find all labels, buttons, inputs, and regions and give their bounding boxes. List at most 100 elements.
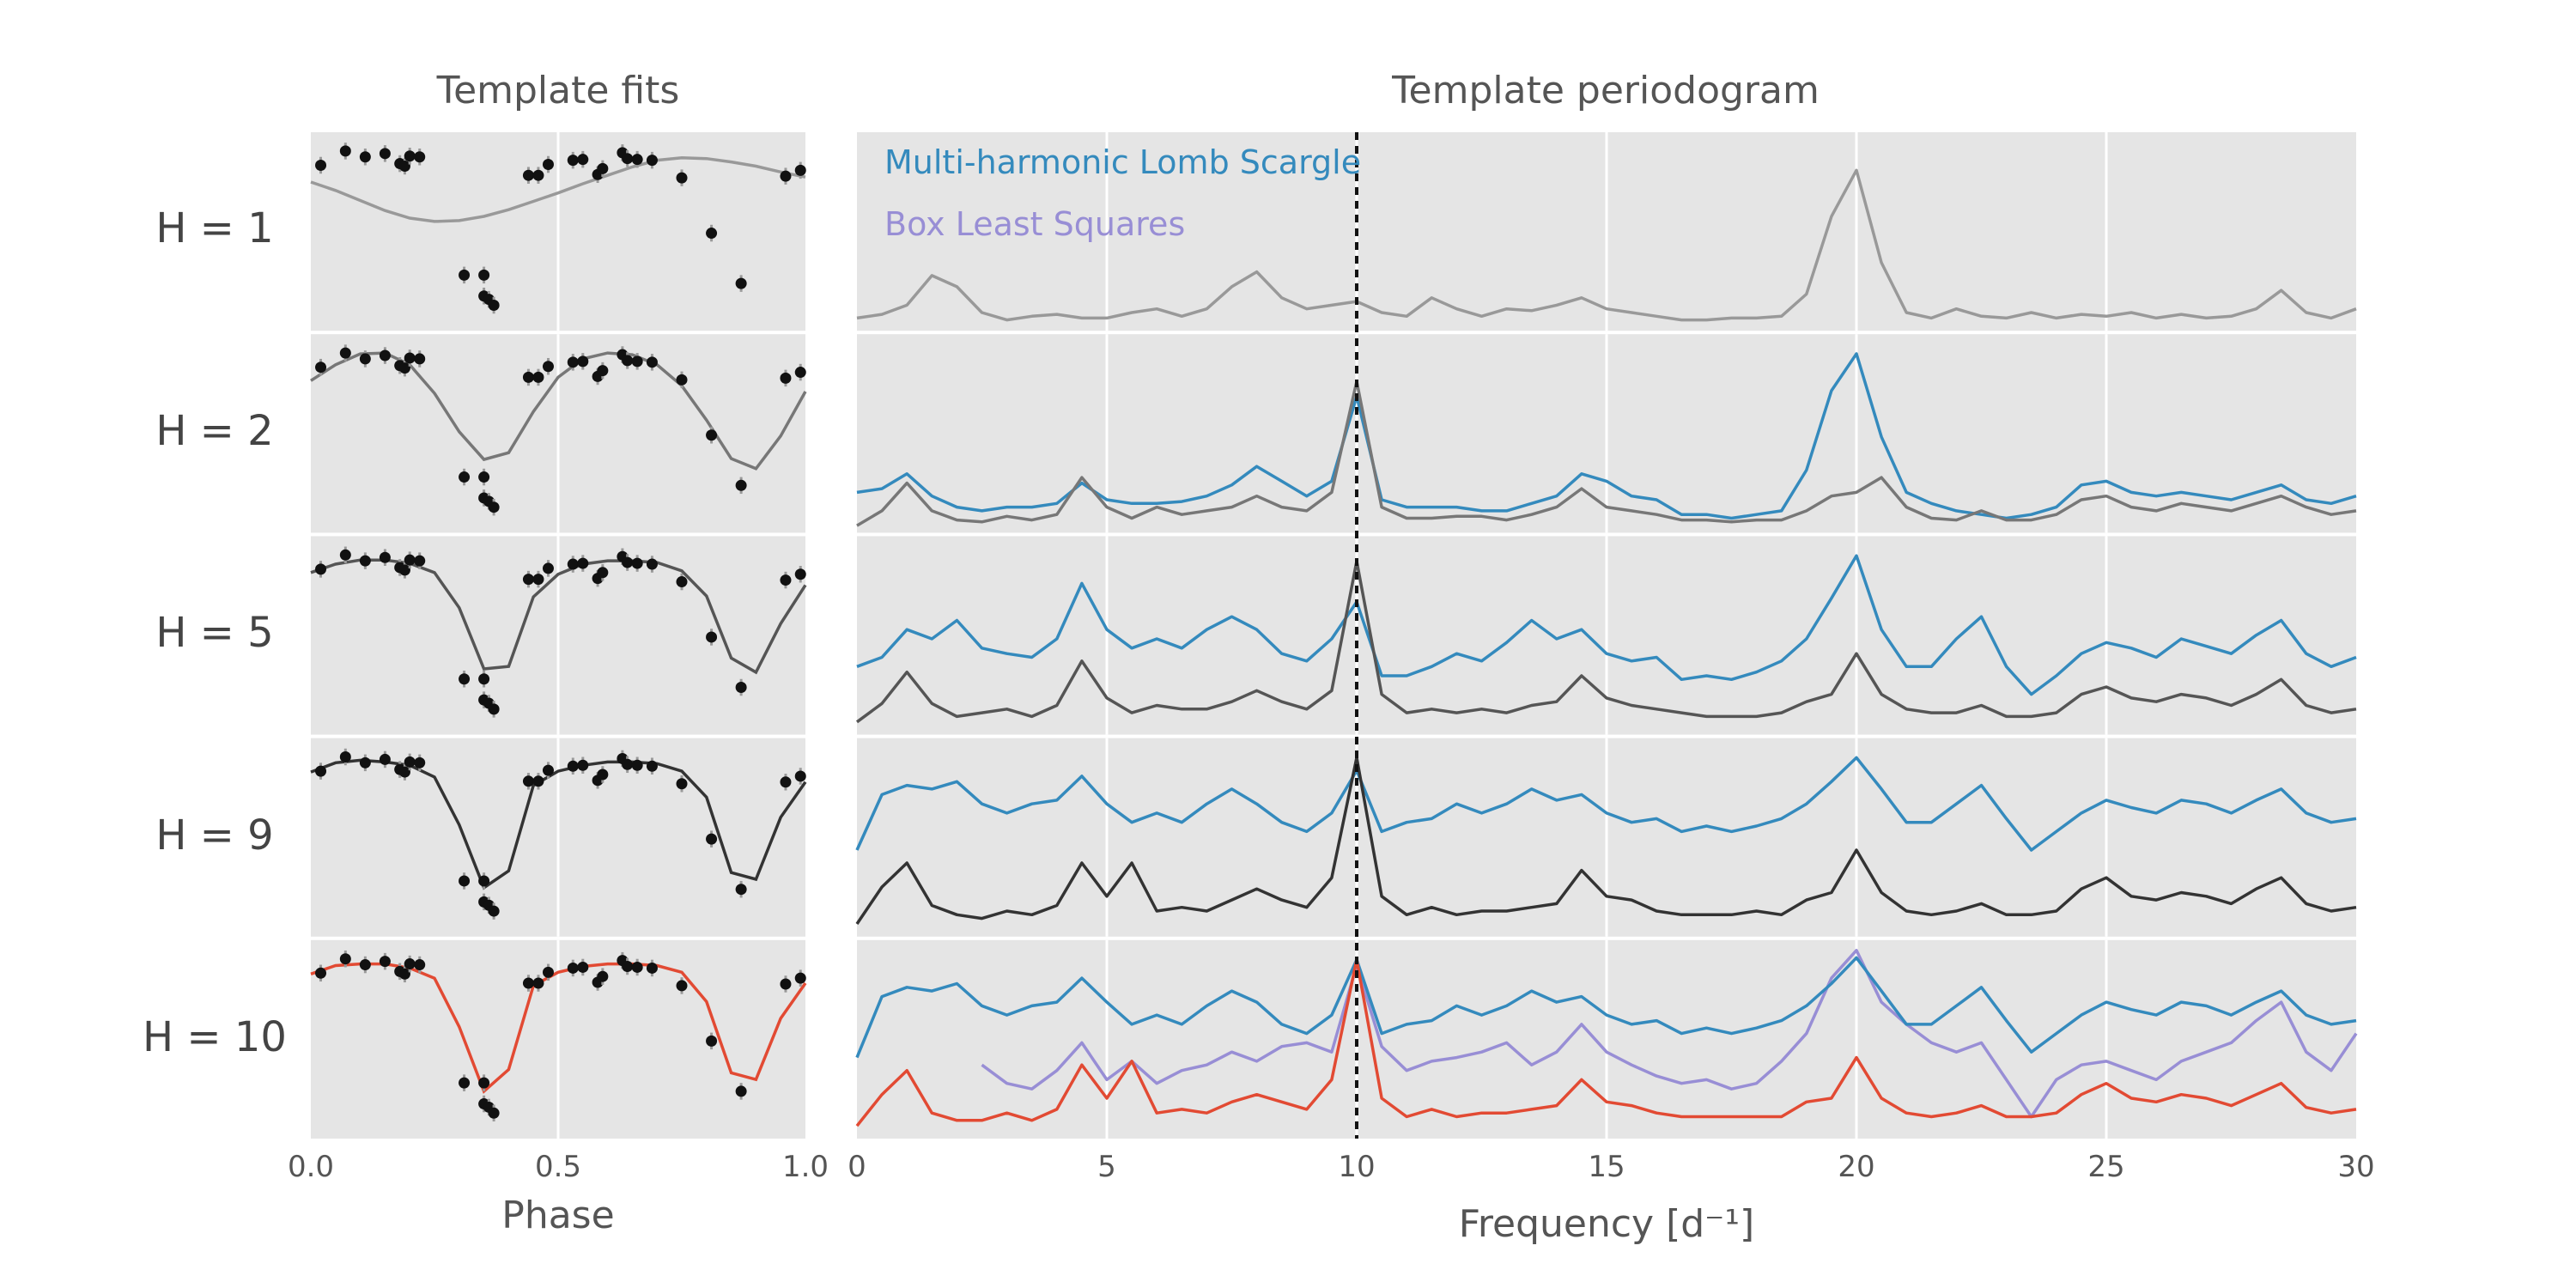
- data-point: [597, 970, 609, 982]
- data-point: [532, 775, 544, 787]
- data-point: [794, 164, 806, 176]
- data-point: [676, 778, 688, 790]
- data-point: [359, 756, 371, 769]
- data-point: [414, 555, 426, 567]
- data-point: [780, 978, 792, 990]
- data-point: [567, 558, 579, 570]
- data-point: [646, 760, 658, 772]
- periodogram-x-tick: 15: [1588, 1150, 1625, 1184]
- fit-curve: [310, 351, 807, 471]
- data-point: [577, 355, 589, 368]
- fit-curve: [310, 558, 807, 675]
- data-point: [339, 549, 351, 561]
- data-point: [735, 1085, 747, 1097]
- data-point: [339, 145, 351, 157]
- data-point: [542, 764, 554, 776]
- data-point: [488, 501, 500, 513]
- data-point: [379, 349, 391, 361]
- data-point: [780, 776, 792, 788]
- fits-x-axis-label: Phase: [501, 1194, 614, 1237]
- data-point: [404, 150, 416, 162]
- data-point: [522, 775, 534, 787]
- data-point: [478, 269, 490, 281]
- row-label-h2: H = 2: [155, 407, 273, 455]
- data-point: [414, 353, 426, 365]
- row-label-h5: H = 5: [155, 609, 273, 657]
- data-point: [646, 962, 658, 974]
- data-point: [542, 361, 554, 373]
- data-point: [794, 972, 806, 984]
- data-point: [522, 574, 534, 586]
- fits-panel-title: Template fits: [436, 69, 680, 112]
- data-point: [459, 673, 471, 685]
- data-point: [532, 169, 544, 181]
- row-label-h9: H = 9: [155, 811, 273, 860]
- data-point: [459, 875, 471, 887]
- data-point: [622, 153, 634, 165]
- data-point: [459, 1077, 471, 1089]
- data-point: [577, 557, 589, 569]
- fits-x-tick: 0.5: [535, 1150, 581, 1184]
- periodogram-panel: [855, 132, 2358, 1139]
- data-point: [542, 966, 554, 978]
- data-point: [414, 756, 426, 769]
- data-point: [622, 355, 634, 367]
- data-point: [315, 967, 327, 979]
- row-label-h10: H = 10: [143, 1013, 287, 1061]
- periodogram-panel-title: Template periodogram: [1391, 69, 1820, 112]
- data-point: [379, 956, 391, 968]
- data-point: [706, 631, 718, 643]
- data-point: [706, 833, 718, 845]
- periodogram-x-ticks: 0 5 10 15 20 25 30: [848, 1150, 2374, 1184]
- data-point: [780, 170, 792, 182]
- data-point: [631, 557, 643, 569]
- template-periodogram-line: [856, 380, 2357, 527]
- fits-x-tick: 1.0: [782, 1150, 829, 1184]
- fits-x-ticks: 0.0 0.5 1.0: [288, 1150, 829, 1184]
- periodogram-x-tick: 30: [2337, 1150, 2374, 1184]
- data-point: [622, 960, 634, 972]
- data-point: [339, 347, 351, 359]
- legend-mhls: Multi-harmonic Lomb Scargle: [884, 143, 1361, 181]
- data-point: [404, 352, 416, 364]
- data-point: [646, 356, 658, 368]
- data-point: [379, 148, 391, 160]
- periodogram-x-tick: 20: [1838, 1150, 1874, 1184]
- periodogram-x-tick: 25: [2087, 1150, 2124, 1184]
- data-point: [780, 574, 792, 586]
- data-point: [794, 568, 806, 580]
- data-point: [488, 1107, 500, 1119]
- data-point: [404, 756, 416, 768]
- bls-periodogram-line: [981, 949, 2358, 1119]
- data-point: [794, 770, 806, 782]
- data-point: [706, 228, 718, 240]
- periodogram-x-axis-label: Frequency [d⁻¹]: [1459, 1202, 1754, 1246]
- data-point: [676, 980, 688, 992]
- fit-curve: [310, 758, 807, 890]
- template-periodogram-line: [856, 168, 2357, 322]
- data-point: [379, 753, 391, 765]
- data-point: [597, 567, 609, 579]
- data-point: [676, 374, 688, 386]
- template-periodogram-line: [855, 756, 2357, 925]
- data-point: [794, 367, 806, 379]
- data-point: [414, 151, 426, 163]
- data-point: [339, 953, 351, 965]
- data-point: [631, 154, 643, 166]
- data-point: [567, 155, 579, 167]
- data-point: [398, 564, 410, 576]
- data-point: [735, 682, 747, 694]
- data-point: [488, 299, 500, 311]
- data-point: [706, 1035, 718, 1047]
- data-point: [532, 574, 544, 586]
- periodogram-x-tick: 10: [1338, 1150, 1375, 1184]
- data-point: [735, 277, 747, 289]
- fit-curve: [310, 962, 807, 1094]
- data-point: [522, 977, 534, 989]
- data-point: [398, 968, 410, 980]
- data-point: [567, 760, 579, 772]
- data-point: [315, 563, 327, 575]
- data-point: [478, 471, 490, 483]
- data-point: [631, 355, 643, 368]
